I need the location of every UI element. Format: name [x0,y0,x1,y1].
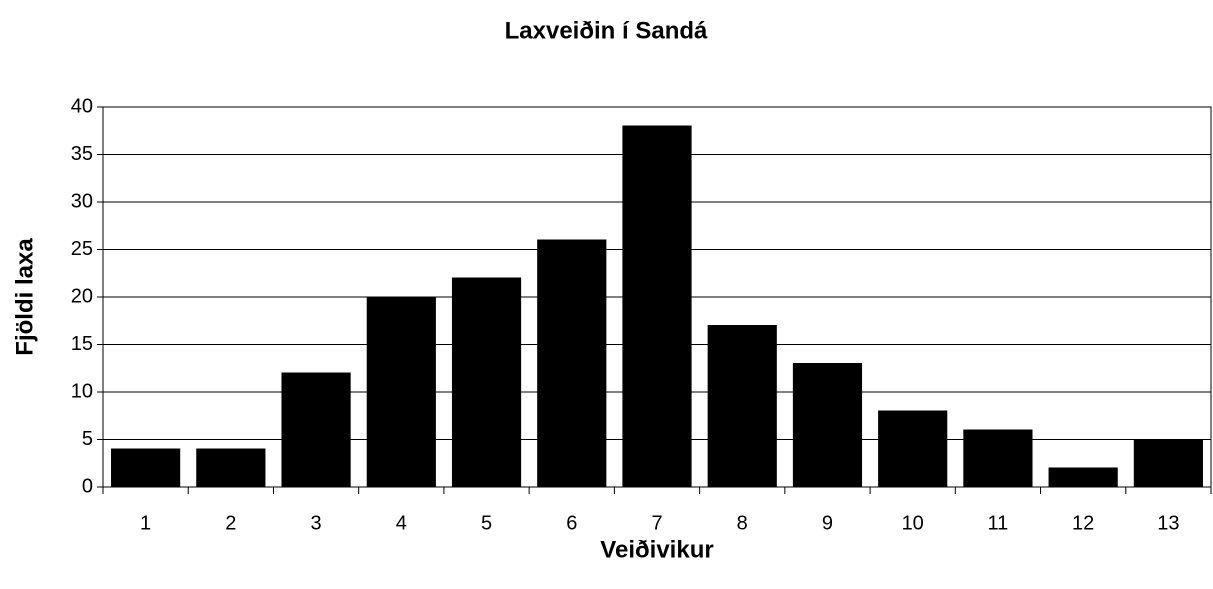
y-tick-label: 40 [71,95,93,117]
bar [111,448,181,488]
y-tick-label: 10 [71,380,93,402]
x-tick-label: 13 [1157,512,1179,534]
y-tick-label: 25 [71,238,93,260]
bar [707,325,777,488]
y-axis-label: Fjöldi laxa [11,238,38,356]
bar [537,239,607,488]
y-tick-label: 20 [71,285,93,307]
y-tick-label: 35 [71,143,93,165]
x-tick-label: 12 [1072,512,1094,534]
bar [1048,467,1118,488]
x-axis-label: Veiðivikur [600,536,713,563]
x-tick-label: 6 [566,512,577,534]
x-tick-label: 4 [396,512,407,534]
bar [451,277,522,488]
y-tick-label: 0 [82,475,93,497]
bar [878,410,948,488]
bar [1133,439,1203,488]
bar [622,125,692,488]
x-tick-label: 9 [822,512,833,534]
bar [963,429,1033,488]
bar [196,448,266,488]
x-tick-label: 5 [481,512,492,534]
x-tick-label: 1 [140,512,151,534]
y-tick-label: 5 [82,428,93,450]
y-tick-label: 15 [71,333,93,355]
chart-title: Laxveiðin í Sandá [505,17,708,44]
x-tick-label: 10 [902,512,924,534]
y-tick-label: 30 [71,190,93,212]
x-tick-label: 3 [311,512,322,534]
x-tick-label: 11 [988,512,1009,534]
x-tick-label: 2 [225,512,236,534]
x-tick-label: 8 [737,512,748,534]
bar [281,372,351,488]
bar [792,363,863,488]
bar [366,296,436,488]
x-tick-label: 7 [651,512,662,534]
